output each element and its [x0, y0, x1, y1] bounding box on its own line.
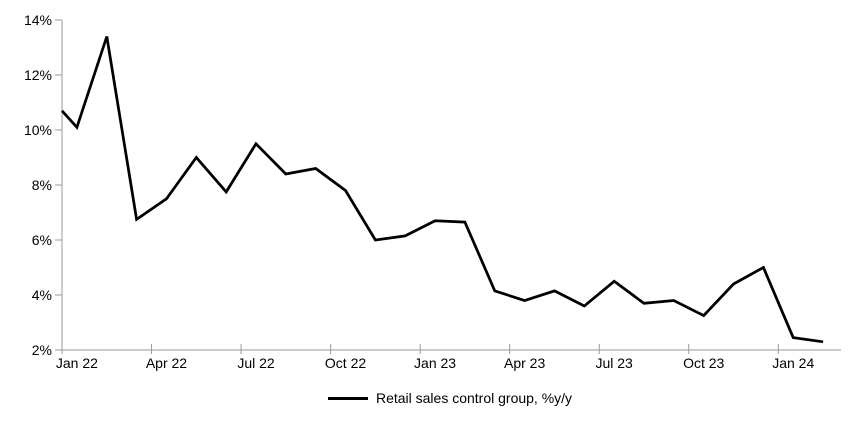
y-axis-tick-label: 4%	[32, 287, 52, 303]
y-axis-tick-label: 12%	[24, 67, 52, 83]
legend-label: Retail sales control group, %y/y	[375, 390, 573, 406]
y-axis-tick-label: 6%	[32, 232, 52, 248]
x-axis-tick-label: Jan 22	[56, 355, 98, 371]
x-axis-tick-label: Jan 23	[414, 355, 456, 371]
y-axis-tick-label: 2%	[32, 342, 52, 358]
x-axis-tick-label: Oct 22	[325, 355, 366, 371]
y-axis-tick-label: 8%	[32, 177, 52, 193]
x-axis-tick-label: Apr 23	[504, 355, 545, 371]
y-axis-tick-label: 14%	[24, 12, 52, 28]
legend-line-sample	[327, 396, 368, 400]
x-axis-tick-label: Jul 22	[237, 355, 275, 371]
x-axis-tick-label: Jan 24	[772, 355, 814, 371]
chart-legend: Retail sales control group, %y/y	[62, 389, 838, 407]
x-axis-tick-label: Apr 22	[146, 355, 187, 371]
y-axis-tick-label: 10%	[24, 122, 52, 138]
x-axis-tick-label: Oct 23	[683, 355, 724, 371]
x-axis-tick-label: Jul 23	[595, 355, 633, 371]
data-line-retail-sales	[60, 36, 824, 344]
